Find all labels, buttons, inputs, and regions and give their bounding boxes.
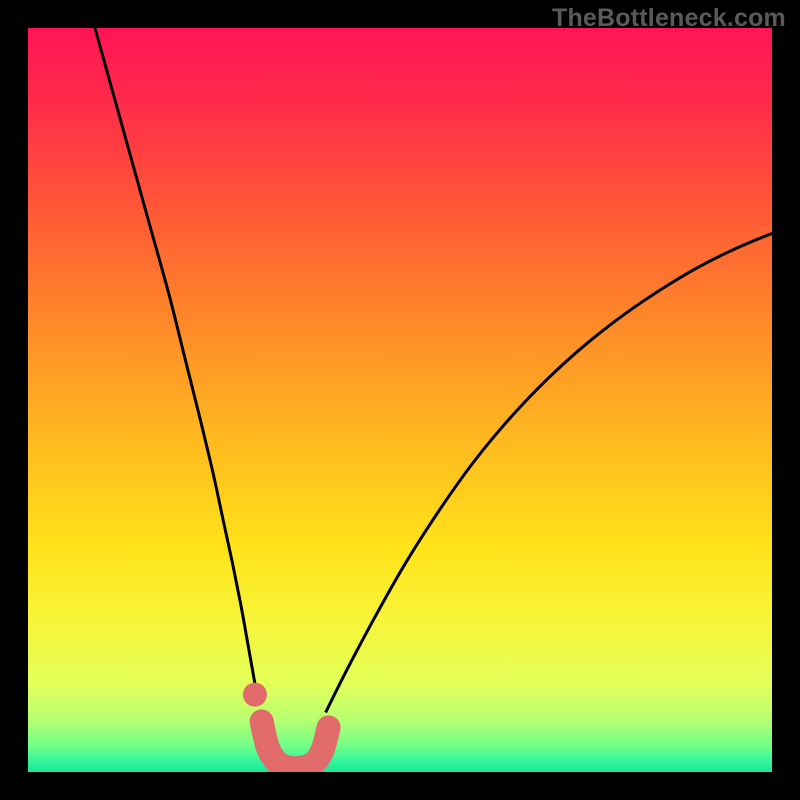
dot-marker xyxy=(243,683,267,707)
plot-area xyxy=(28,28,772,772)
stage: TheBottleneck.com xyxy=(0,0,800,800)
plot-svg xyxy=(28,28,772,772)
gradient-background xyxy=(28,28,772,772)
